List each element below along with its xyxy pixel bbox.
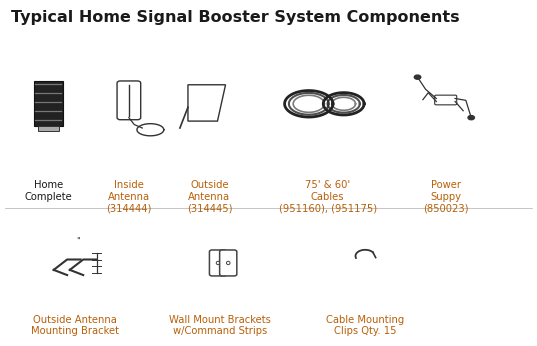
FancyBboxPatch shape <box>435 95 456 105</box>
Ellipse shape <box>216 261 220 265</box>
Text: 75' & 60'
Cables
(951160), (951175): 75' & 60' Cables (951160), (951175) <box>279 180 376 213</box>
Circle shape <box>468 116 475 120</box>
Text: ": " <box>76 237 79 246</box>
Text: Outside
Antenna
(314445): Outside Antenna (314445) <box>187 180 232 213</box>
Text: Inside
Antenna
(314444): Inside Antenna (314444) <box>106 180 151 213</box>
FancyBboxPatch shape <box>33 81 63 126</box>
FancyBboxPatch shape <box>220 250 237 276</box>
Ellipse shape <box>227 261 230 265</box>
FancyBboxPatch shape <box>209 250 227 276</box>
Text: Home
Complete: Home Complete <box>25 180 72 201</box>
Polygon shape <box>188 85 226 121</box>
Circle shape <box>415 75 421 79</box>
Text: Wall Mount Brackets
w/Command Strips: Wall Mount Brackets w/Command Strips <box>169 315 271 336</box>
FancyBboxPatch shape <box>38 126 59 131</box>
Text: Cable Mounting
Clips Qty. 15: Cable Mounting Clips Qty. 15 <box>326 315 404 336</box>
Text: Typical Home Signal Booster System Components: Typical Home Signal Booster System Compo… <box>11 10 459 25</box>
Text: Outside Antenna
Mounting Bracket: Outside Antenna Mounting Bracket <box>31 315 119 336</box>
FancyBboxPatch shape <box>117 81 141 120</box>
Text: Power
Suppy
(850023): Power Suppy (850023) <box>423 180 468 213</box>
